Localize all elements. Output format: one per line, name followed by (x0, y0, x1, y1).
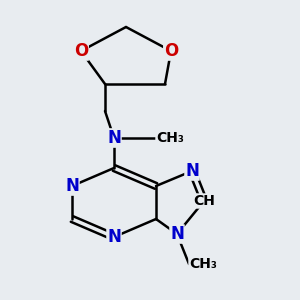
Text: N: N (107, 129, 121, 147)
Text: N: N (170, 225, 184, 243)
Text: CH₃: CH₃ (189, 257, 217, 271)
Text: N: N (107, 228, 121, 246)
Text: O: O (74, 42, 88, 60)
Text: CH₃: CH₃ (156, 131, 184, 145)
Text: O: O (164, 42, 178, 60)
Text: CH: CH (193, 194, 215, 208)
Text: N: N (185, 162, 199, 180)
Text: N: N (65, 177, 79, 195)
